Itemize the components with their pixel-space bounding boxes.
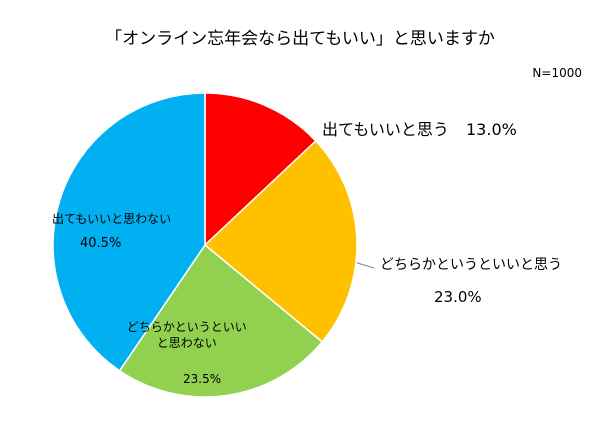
value-label: 23.5%	[183, 372, 222, 386]
pie-slice	[203, 139, 358, 343]
value-label: 23.0%	[434, 288, 482, 306]
slice-label: どちらかというといいと思う	[380, 257, 562, 273]
sample-size-note: N=1000	[532, 66, 582, 80]
pie-slice	[52, 92, 206, 372]
value-label: 40.5%	[80, 236, 122, 251]
slice-label: 出てもいいと思わない	[52, 212, 172, 226]
slice-label: 出てもいいと思う	[322, 120, 449, 139]
leader-line	[353, 261, 375, 269]
chart-title: 「オンライン忘年会なら出てもいい」と思いますか	[105, 29, 495, 49]
slice-label: どちらかというといいと思わない	[126, 320, 247, 350]
pie-slice	[118, 243, 324, 398]
pie-slice	[204, 92, 317, 247]
value-label: 13.0%	[466, 120, 517, 139]
